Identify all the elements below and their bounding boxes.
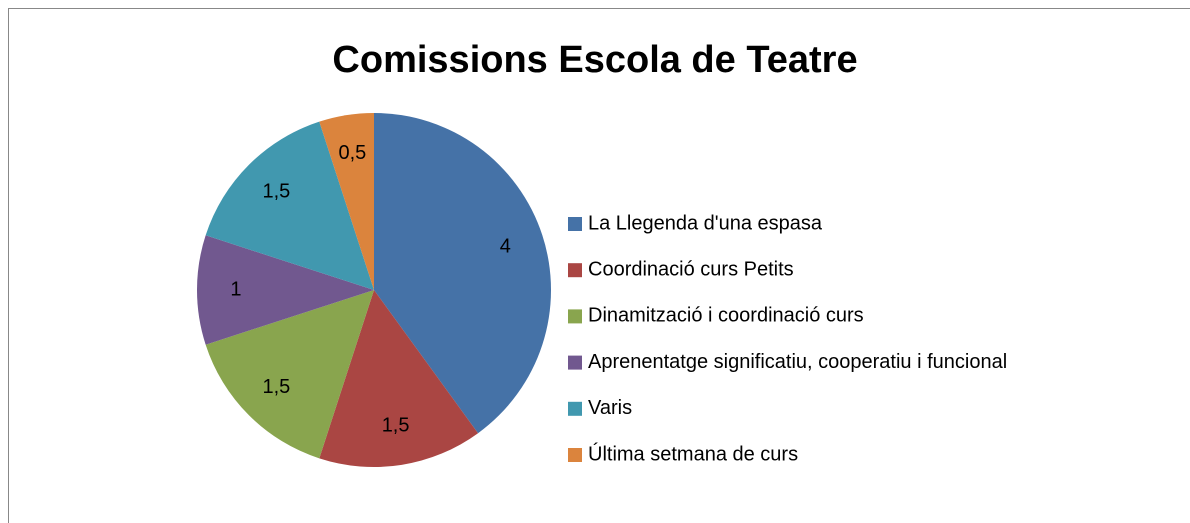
legend-swatch [568, 309, 582, 324]
legend-label: Aprenentatge significatiu, cooperatiu i … [588, 351, 1007, 373]
data-label: 1,5 [382, 415, 410, 437]
pie-slice [205, 290, 374, 459]
legend-label: La Llegenda d'una espasa [588, 212, 823, 234]
chart-title: Comissions Escola de Teatre [332, 39, 857, 81]
legend-swatch [568, 401, 582, 416]
legend-swatch [568, 263, 582, 278]
legend-swatch [568, 448, 582, 462]
legend-label: Última setmana de curs [588, 442, 798, 465]
pie-slice [374, 113, 551, 434]
data-label: 1,5 [262, 181, 290, 203]
legend-label: Coordinació curs Petits [588, 258, 794, 280]
legend-label: Dinamització i coordinació curs [588, 305, 864, 327]
data-label: 0,5 [338, 142, 366, 164]
data-label: 4 [500, 236, 511, 258]
pie-slice [319, 113, 374, 290]
data-label: 1 [230, 278, 241, 300]
legend-label: Varis [588, 397, 632, 419]
data-label: 1,5 [262, 376, 290, 398]
pie-slice [205, 121, 374, 290]
pie-slice [319, 290, 479, 468]
pie-slice [196, 235, 374, 345]
legend-swatch [568, 217, 582, 231]
legend-swatch [568, 355, 582, 370]
